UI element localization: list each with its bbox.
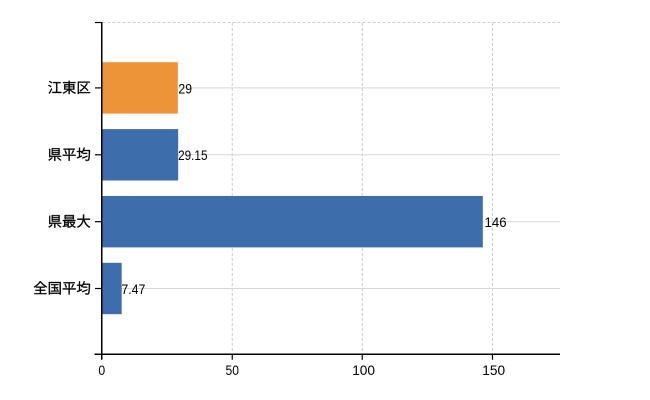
svg-text:7.47: 7.47 bbox=[121, 281, 145, 297]
svg-text:50: 50 bbox=[226, 362, 240, 378]
svg-text:29: 29 bbox=[178, 80, 192, 96]
svg-text:100: 100 bbox=[352, 362, 375, 378]
svg-text:146: 146 bbox=[485, 214, 507, 230]
svg-text:29.15: 29.15 bbox=[178, 147, 208, 163]
svg-text:150: 150 bbox=[482, 362, 505, 378]
svg-text:0: 0 bbox=[98, 362, 105, 378]
